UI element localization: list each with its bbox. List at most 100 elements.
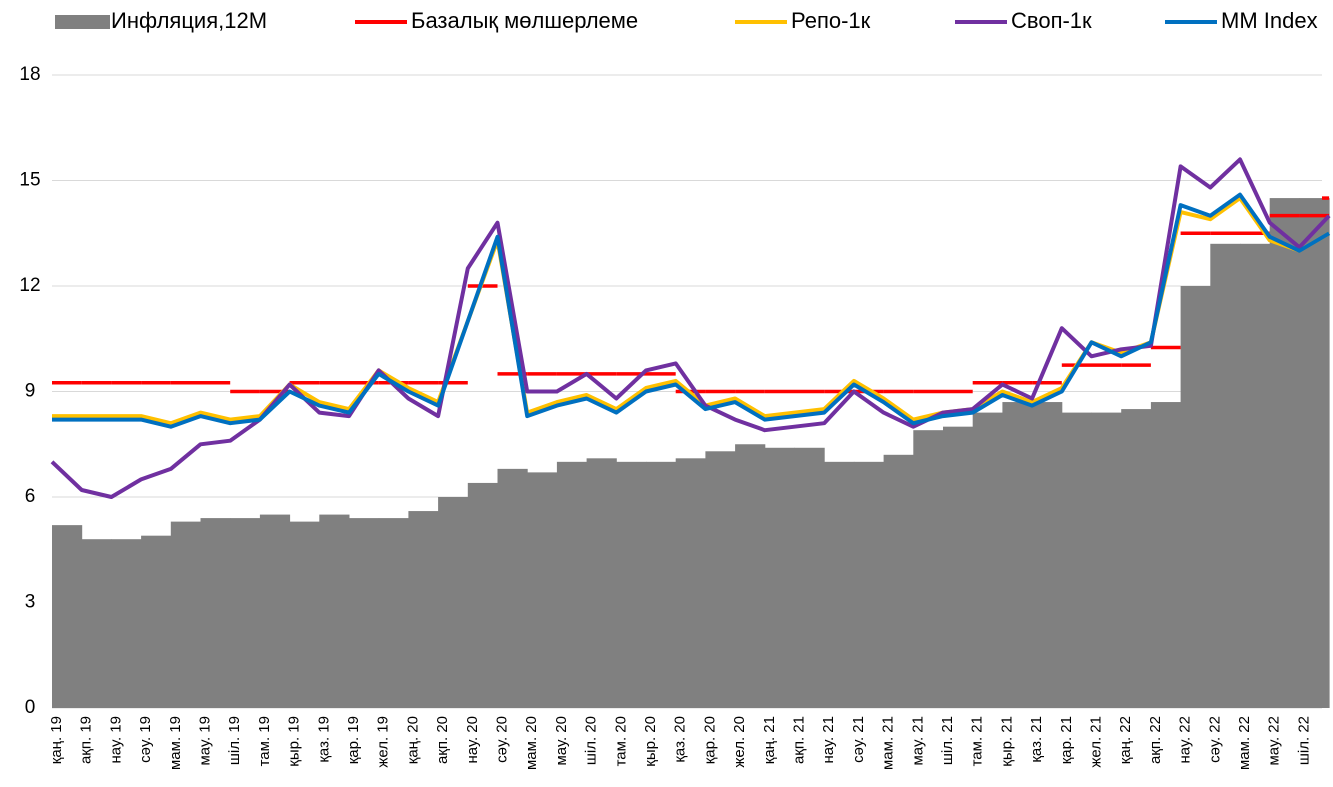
area-segment (972, 412, 1003, 708)
area-segment (1150, 402, 1182, 708)
x-tick-label: мау. 22 (1266, 716, 1283, 766)
area-segment (1091, 412, 1122, 708)
area-segment (1299, 198, 1330, 709)
area-segment (111, 539, 142, 708)
area-segment (675, 458, 706, 708)
y-tick-label: 9 (25, 381, 36, 402)
x-tick-label: нау. 22 (1177, 716, 1194, 763)
x-tick-label: қаң. 22 (1117, 716, 1134, 764)
y-tick-label: 6 (25, 486, 36, 507)
x-tick-label: жел. 20 (731, 716, 748, 768)
x-tick-label: ақп. 22 (1147, 716, 1164, 764)
legend-swatch (55, 15, 110, 29)
x-tick-label: қаң. 19 (48, 716, 65, 764)
x-tick-label: қаз. 21 (1028, 716, 1045, 763)
area-segment (349, 518, 380, 708)
area-segment (200, 518, 231, 708)
x-tick-label: мам. 19 (167, 716, 184, 770)
area-segment (141, 535, 172, 708)
area-segment (319, 514, 350, 708)
x-tick-label: мам. 20 (523, 716, 540, 770)
x-tick-label: қыр. 19 (286, 716, 303, 767)
x-tick-label: қар. 19 (345, 716, 362, 764)
area-segment (1210, 243, 1241, 709)
y-tick-label: 3 (25, 592, 36, 613)
x-tick-label: мау. 20 (553, 716, 570, 766)
y-tick-label: 0 (25, 697, 36, 718)
area-segment (764, 447, 795, 708)
area-segment (1269, 198, 1300, 709)
area-segment (646, 461, 677, 708)
area-segment (259, 514, 291, 708)
area-segment (497, 468, 528, 708)
area-segment (467, 482, 498, 708)
area-segment (1121, 409, 1152, 708)
x-tick-label: нау. 20 (464, 716, 481, 763)
area-segment (170, 521, 201, 708)
x-tick-label: ақп. 20 (434, 716, 451, 764)
area-segment (408, 511, 439, 708)
x-tick-label: нау. 21 (820, 716, 837, 763)
area-segment (1240, 243, 1271, 709)
x-tick-label: мам. 21 (880, 716, 897, 770)
x-tick-label: қаң. 20 (404, 716, 421, 764)
x-tick-label: ақп. 21 (790, 716, 807, 764)
area-segment (230, 518, 261, 708)
x-tick-label: қаң. 21 (761, 716, 778, 764)
area-segment (289, 521, 320, 708)
area-segment (52, 525, 83, 708)
legend-label: Репо-1к (791, 8, 871, 33)
x-tick-label: қыр. 21 (998, 716, 1015, 767)
x-tick-label: қаз. 19 (315, 716, 332, 763)
legend-label: Базалық мөлшерлеме (411, 8, 638, 33)
x-tick-label: там. 21 (969, 716, 986, 766)
x-tick-label: қыр. 20 (642, 716, 659, 767)
x-tick-label: мау. 19 (196, 716, 213, 766)
area-segment (883, 454, 914, 708)
x-tick-label: қар. 20 (701, 716, 718, 764)
area-segment (853, 461, 885, 708)
area-segment (616, 461, 647, 708)
y-tick-label: 12 (19, 275, 40, 296)
x-tick-label: ақп. 19 (78, 716, 95, 764)
x-tick-label: қар. 21 (1058, 716, 1075, 764)
x-tick-label: сәу. 19 (137, 716, 154, 763)
x-tick-label: қаз. 20 (672, 716, 689, 763)
series-line (52, 192, 1331, 429)
x-tick-label: там. 19 (256, 716, 273, 766)
area-segment (1002, 402, 1033, 708)
x-tick-label: там. 20 (612, 716, 629, 766)
x-tick-label: жел. 21 (1087, 716, 1104, 768)
x-tick-label: жел. 19 (375, 716, 392, 768)
area-segment (556, 461, 588, 708)
area-segment (81, 539, 112, 708)
y-tick-label: 15 (19, 170, 40, 191)
area-segment (705, 451, 736, 708)
area-segment (1032, 402, 1063, 708)
x-tick-label: шіл. 21 (939, 716, 956, 765)
x-tick-label: нау. 19 (107, 716, 124, 763)
legend-label: Своп-1к (1011, 8, 1092, 33)
legend-label: MM Index (1221, 8, 1318, 33)
series-line (52, 196, 1331, 426)
area-segment (527, 472, 558, 708)
area-segment (735, 444, 766, 708)
legend-label: Инфляция,12М (111, 8, 267, 33)
x-tick-label: сәу. 20 (493, 716, 510, 763)
area-segment (586, 458, 617, 708)
area-segment (1180, 286, 1211, 708)
area-segment (378, 518, 409, 708)
x-tick-label: сәу. 22 (1206, 716, 1223, 763)
area-segment (1061, 412, 1092, 708)
area-segment (794, 447, 825, 708)
x-tick-label: шіл. 20 (583, 716, 600, 765)
area-segment (824, 461, 855, 708)
x-tick-label: мам. 22 (1236, 716, 1253, 770)
x-tick-label: шіл. 19 (226, 716, 243, 765)
area-segment (943, 426, 974, 708)
y-tick-label: 18 (19, 64, 40, 85)
x-tick-label: сәу. 21 (850, 716, 867, 763)
area-segment (438, 497, 469, 708)
x-tick-label: мау. 21 (909, 716, 926, 766)
